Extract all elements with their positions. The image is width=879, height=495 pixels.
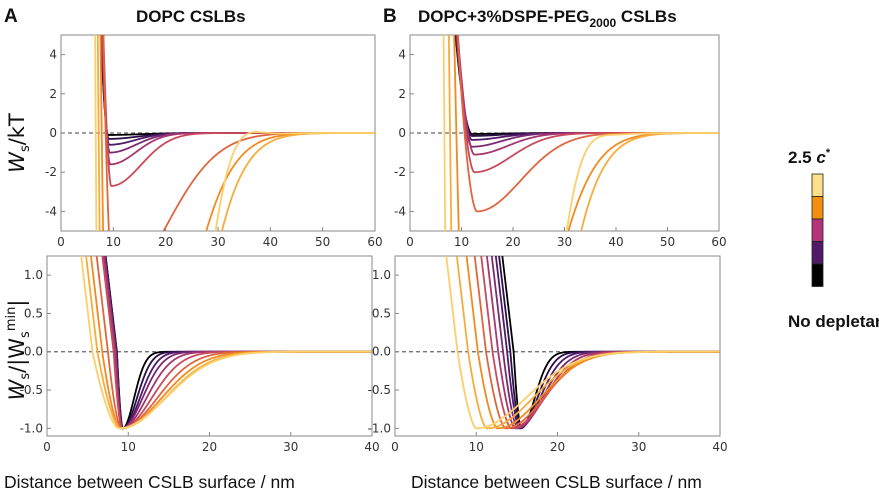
legend-swatch xyxy=(811,218,824,242)
x-tick-label: 50 xyxy=(660,235,675,249)
legend-swatch xyxy=(811,173,824,197)
y-tick-label: -2 xyxy=(394,165,406,179)
x-tick-label: 60 xyxy=(711,235,726,249)
y-tick-label: 0.0 xyxy=(372,345,391,359)
ylabel-top: Ws/kT xyxy=(5,113,33,173)
y-tick-label: 4 xyxy=(49,48,57,62)
x-tick-label: 30 xyxy=(631,440,646,454)
y-tick-label: 2 xyxy=(49,87,57,101)
x-tick-label: 40 xyxy=(263,235,278,249)
legend-swatch xyxy=(811,196,824,220)
x-tick-label: 40 xyxy=(364,440,379,454)
panel-a-title: DOPC CSLBs xyxy=(136,7,246,26)
x-tick-label: 50 xyxy=(315,235,330,249)
x-tick-label: 30 xyxy=(557,235,572,249)
ylabel-bottom: Ws/|Wsmin| xyxy=(4,300,33,401)
x-tick-label: 0 xyxy=(57,235,65,249)
y-tick-label: -1.0 xyxy=(368,421,391,435)
x-tick-label: 0 xyxy=(43,440,51,454)
y-tick-label: 0.5 xyxy=(372,306,391,320)
x-tick-label: 10 xyxy=(106,235,121,249)
y-tick-label: 1.0 xyxy=(372,268,391,282)
legend-colorbar xyxy=(811,173,824,287)
plot-b-bottom: 0 10 20 30 40 1.0 0.5 0.0 -0.5 -1.0 xyxy=(368,255,728,454)
legend-bottom-label: No depletant xyxy=(788,312,879,331)
y-tick-label: 0.0 xyxy=(24,345,43,359)
x-tick-label: 40 xyxy=(712,440,727,454)
x-tick-label: 20 xyxy=(505,235,520,249)
x-tick-label: 60 xyxy=(367,235,382,249)
x-tick-label: 30 xyxy=(210,235,225,249)
series-line xyxy=(445,256,720,430)
legend-top-label: 2.5 c* xyxy=(788,147,831,167)
panel-b-title: DOPC+3%DSPE-PEG2000 CSLBs xyxy=(418,7,677,30)
x-tick-label: 20 xyxy=(158,235,173,249)
y-tick-label: 0 xyxy=(49,126,57,140)
panel-b-label: B xyxy=(383,6,397,27)
panel-a-label: A xyxy=(4,6,18,27)
x-tick-label: 20 xyxy=(202,440,217,454)
x-tick-label: 20 xyxy=(550,440,565,454)
y-tick-label: -0.5 xyxy=(20,383,43,397)
x-tick-label: 10 xyxy=(454,235,469,249)
series-line xyxy=(94,35,375,231)
x-tick-label: 10 xyxy=(121,440,136,454)
y-tick-label: 4 xyxy=(398,48,406,62)
series-line xyxy=(442,35,719,231)
x-tick-label: 0 xyxy=(391,440,399,454)
series-line xyxy=(102,35,375,187)
y-tick-label: -1.0 xyxy=(20,421,43,435)
y-tick-label: 2 xyxy=(398,87,406,101)
x-tick-label: 30 xyxy=(283,440,298,454)
y-tick-label: -0.5 xyxy=(368,383,391,397)
x-tick-label: 40 xyxy=(608,235,623,249)
y-tick-label: -4 xyxy=(45,204,57,218)
legend-swatch xyxy=(811,241,824,265)
series-line xyxy=(80,256,372,430)
plot-frame xyxy=(46,255,373,437)
xlabel-a: Distance between CSLB surface / nm xyxy=(4,472,295,492)
x-tick-label: 10 xyxy=(469,440,484,454)
xlabel-b: Distance between CSLB surface / nm xyxy=(411,472,702,492)
x-tick-label: 0 xyxy=(406,235,414,249)
plot-frame xyxy=(394,255,721,437)
plot-a-bottom: 0 10 20 30 40 1.0 0.5 0.0 -0.5 -1.0 xyxy=(20,255,380,454)
y-tick-label: 0 xyxy=(398,126,406,140)
y-tick-label: -4 xyxy=(394,204,406,218)
y-tick-label: -2 xyxy=(45,165,57,179)
y-tick-label: 1.0 xyxy=(24,268,43,282)
legend-swatch xyxy=(811,263,824,287)
y-tick-label: 0.5 xyxy=(24,306,43,320)
